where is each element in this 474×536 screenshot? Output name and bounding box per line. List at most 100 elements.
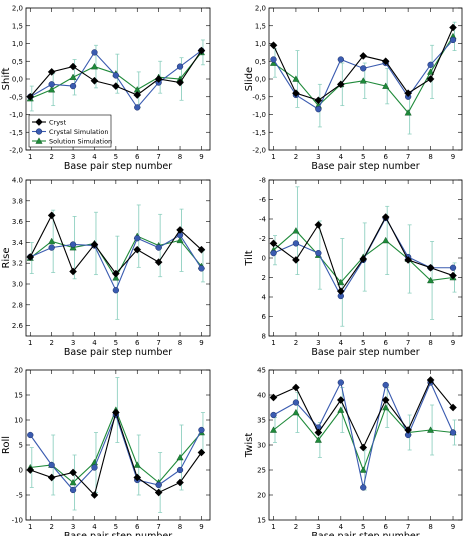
data-point-2 <box>176 236 184 244</box>
x-tick-label: 1 <box>28 339 32 347</box>
y-tick-label: 1,5 <box>12 22 23 30</box>
data-point-0 <box>90 240 99 249</box>
data-point-0 <box>404 89 413 98</box>
data-point-0 <box>133 91 142 99</box>
y-tick-label: 3.8 <box>12 197 23 205</box>
y-tick-label: 3.2 <box>12 260 23 268</box>
x-tick-label: 1 <box>28 153 32 161</box>
data-point-1 <box>69 82 77 90</box>
x-tick-label: 9 <box>199 523 203 531</box>
x-tick-label: 3 <box>316 339 320 347</box>
y-tick-label: 5 <box>19 442 23 450</box>
x-tick-label: 6 <box>135 339 140 347</box>
x-tick-label: 6 <box>135 153 140 161</box>
data-point-0 <box>336 396 345 404</box>
chart-panel-shift: -2,0 -1,5 -1,0 -0,5 0,0 0,5 1,0 1,5 2,0 1 2 3 4 5 6 7 8 9… <box>1 5 211 172</box>
legend-entry: Cryst <box>49 118 66 126</box>
data-point-0 <box>154 488 163 497</box>
data-point-0 <box>449 403 457 412</box>
y-axis-label: Tilt <box>244 250 255 266</box>
data-point-1 <box>315 106 322 113</box>
data-point-2 <box>427 276 435 284</box>
data-point-1 <box>198 426 205 434</box>
x-tick-label: 8 <box>428 153 432 161</box>
data-point-0 <box>47 211 56 220</box>
data-point-0 <box>269 393 278 402</box>
data-point-0 <box>336 80 345 89</box>
y-tick-label: -5 <box>16 492 23 500</box>
x-tick-label: 3 <box>71 153 75 161</box>
data-point-0 <box>197 448 206 457</box>
y-tick-label: -2,0 <box>9 147 23 155</box>
x-tick-label: 4 <box>92 153 97 161</box>
data-point-0 <box>292 256 300 264</box>
data-point-1 <box>270 56 277 63</box>
x-axis-label: Base pair step number <box>311 347 419 358</box>
data-point-2 <box>359 466 367 473</box>
y-tick-label: 15 <box>257 517 266 525</box>
data-point-1 <box>292 399 300 406</box>
y-tick-label: 30 <box>257 442 266 450</box>
x-axis-label: Base pair step number <box>64 531 172 536</box>
data-point-0 <box>269 239 278 248</box>
y-tick-label: 2.8 <box>12 301 23 309</box>
y-tick-label: 10 <box>14 417 23 425</box>
x-tick-label: 7 <box>406 523 410 531</box>
legend-marker <box>35 118 43 126</box>
data-point-1 <box>112 287 120 294</box>
data-point-0 <box>154 75 163 83</box>
y-tick-label: -6 <box>259 196 267 204</box>
data-point-0 <box>154 258 163 267</box>
data-point-0 <box>26 92 35 101</box>
data-point-1 <box>449 429 457 436</box>
data-point-0 <box>404 256 413 264</box>
data-point-1 <box>198 265 205 272</box>
y-tick-label: 6 <box>262 313 267 321</box>
x-tick-label: 1 <box>271 339 275 347</box>
x-axis-label: Base pair step number <box>311 531 419 536</box>
y-axis-label: Roll <box>1 436 12 454</box>
data-point-1 <box>134 235 141 242</box>
x-tick-label: 2 <box>294 339 298 347</box>
data-point-1 <box>315 249 322 257</box>
data-point-0 <box>26 253 35 261</box>
data-point-0 <box>381 213 390 221</box>
data-point-1 <box>270 411 277 419</box>
y-tick-label: 4.0 <box>12 177 23 185</box>
data-point-2 <box>314 436 322 443</box>
data-point-0 <box>133 473 142 482</box>
data-point-0 <box>47 473 56 482</box>
y-tick-label: 3.4 <box>12 239 24 247</box>
y-tick-label: 1,0 <box>255 40 266 48</box>
x-tick-label: 5 <box>361 523 365 531</box>
data-point-0 <box>381 396 390 404</box>
x-axis-label: Base pair step number <box>64 347 172 358</box>
data-point-0 <box>269 41 278 50</box>
data-point-1 <box>155 244 162 251</box>
y-tick-label: 35 <box>257 417 266 425</box>
data-point-2 <box>292 75 300 82</box>
y-tick-label: 1,5 <box>255 22 266 30</box>
data-point-0 <box>69 267 77 276</box>
data-point-0 <box>292 89 300 98</box>
data-point-1 <box>270 249 277 257</box>
x-axis-label: Base pair step number <box>64 161 172 172</box>
legend-marker <box>35 128 43 135</box>
y-tick-label: 2,0 <box>255 5 266 13</box>
y-axis-label: Slide <box>244 67 255 91</box>
data-point-2 <box>292 227 300 234</box>
y-tick-label: 45 <box>257 367 266 375</box>
data-point-2 <box>427 68 435 75</box>
plot-area <box>25 179 211 337</box>
y-tick-label: 0,5 <box>255 58 266 66</box>
data-point-2 <box>404 109 412 116</box>
legend-entry: Solution Simulation <box>49 137 112 145</box>
data-point-1 <box>112 72 120 79</box>
data-point-2 <box>269 426 278 433</box>
data-point-2 <box>382 82 390 89</box>
data-point-2 <box>382 403 390 411</box>
x-tick-label: 9 <box>451 523 455 531</box>
x-tick-label: 7 <box>156 153 160 161</box>
data-point-2 <box>90 62 99 70</box>
